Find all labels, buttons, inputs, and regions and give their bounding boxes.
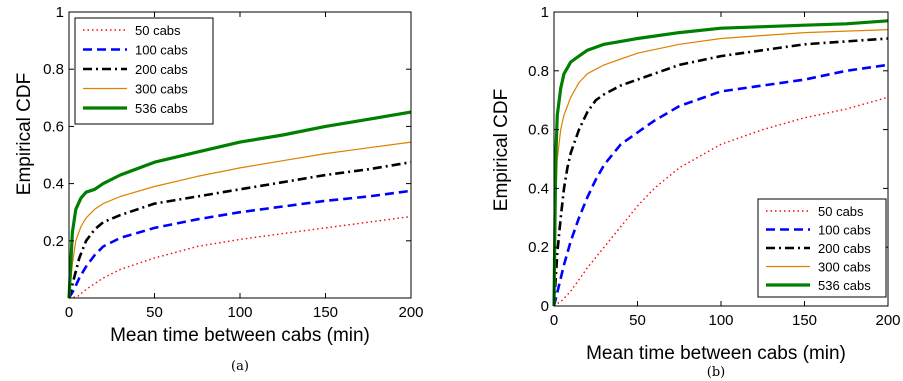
chart-b-series-3-line xyxy=(552,37,889,307)
chart-a-series-1-line xyxy=(68,215,412,299)
chart-b-series-5-line xyxy=(552,19,889,307)
legend-label: 536 cabs xyxy=(818,278,871,293)
chart-b-series-2-line xyxy=(552,63,889,307)
x-tick-label: 200 xyxy=(875,312,900,329)
chart-b-series-layer xyxy=(552,19,889,307)
chart-a-series-2-line xyxy=(67,189,412,299)
legend-label: 100 cabs xyxy=(135,43,188,58)
x-tick-label: 150 xyxy=(313,304,338,321)
chart-a-ticks: 0 50 100 150 200 0.2 0.4 0.6 0.8 1 xyxy=(43,4,423,321)
chart-a-xlabel: Mean time between cabs (min) xyxy=(110,325,370,346)
chart-a-caption: (a) xyxy=(231,359,249,374)
chart-a-series-3-line xyxy=(67,160,412,299)
x-tick-label: 200 xyxy=(398,304,423,321)
legend-label: 50 cabs xyxy=(135,23,181,38)
legend-label: 300 cabs xyxy=(818,260,871,275)
chart-b-legend: 50 cabs 100 cabs 200 cabs 300 cabs 536 cabs xyxy=(757,198,887,298)
x-tick-label: 0 xyxy=(550,312,558,329)
y-tick-label: 0.6 xyxy=(528,122,549,139)
chart-a: 0 50 100 150 200 0.2 0.4 0.6 0.8 1 Mean time betw… xyxy=(14,4,424,374)
legend-label: 50 cabs xyxy=(818,204,864,219)
y-tick-label: 0.4 xyxy=(528,180,549,197)
chart-b: 0 50 100 150 200 0 0.2 0.4 0.6 0.8 1 Mean time bet… xyxy=(491,4,901,380)
chart-b-series-4-line xyxy=(553,29,889,307)
chart-b-ylabel: Empirical CDF xyxy=(491,89,512,211)
chart-b-series-1-line xyxy=(553,96,889,307)
y-tick-label: 1 xyxy=(541,4,549,21)
chart-b-ticks: 0 50 100 150 200 0 0.2 0.4 0.6 0.8 1 xyxy=(528,4,900,329)
chart-a-series-5-line xyxy=(67,110,412,299)
y-tick-label: 1 xyxy=(56,4,64,21)
legend-label: 100 cabs xyxy=(818,223,871,238)
y-tick-label: 0.4 xyxy=(43,176,64,193)
chart-a-ylabel: Empirical CDF xyxy=(14,73,35,195)
legend-label: 536 cabs xyxy=(135,101,188,116)
chart-a-series-4-line xyxy=(68,141,412,299)
legend-label: 300 cabs xyxy=(135,82,188,97)
x-tick-label: 150 xyxy=(792,312,817,329)
y-tick-label: 0.8 xyxy=(43,61,64,78)
y-tick-label: 0.2 xyxy=(528,239,549,256)
x-tick-label: 50 xyxy=(629,312,646,329)
y-tick-label: 0 xyxy=(541,298,549,315)
chart-a-legend: 50 cabs 100 cabs 200 cabs 300 cabs 536 cabs xyxy=(74,17,214,125)
chart-b-caption: (b) xyxy=(707,365,725,380)
x-tick-label: 50 xyxy=(146,304,163,321)
y-tick-label: 0.2 xyxy=(43,233,64,250)
chart-b-xlabel: Mean time between cabs (min) xyxy=(586,343,846,364)
y-tick-label: 0.8 xyxy=(528,63,549,80)
x-tick-label: 100 xyxy=(708,312,733,329)
x-tick-label: 100 xyxy=(227,304,252,321)
legend-label: 200 cabs xyxy=(135,62,188,77)
chart-a-series-layer xyxy=(67,110,412,299)
y-tick-label: 0.6 xyxy=(43,118,64,135)
x-tick-label: 0 xyxy=(65,304,73,321)
legend-box xyxy=(74,17,214,125)
legend-label: 200 cabs xyxy=(818,241,871,256)
